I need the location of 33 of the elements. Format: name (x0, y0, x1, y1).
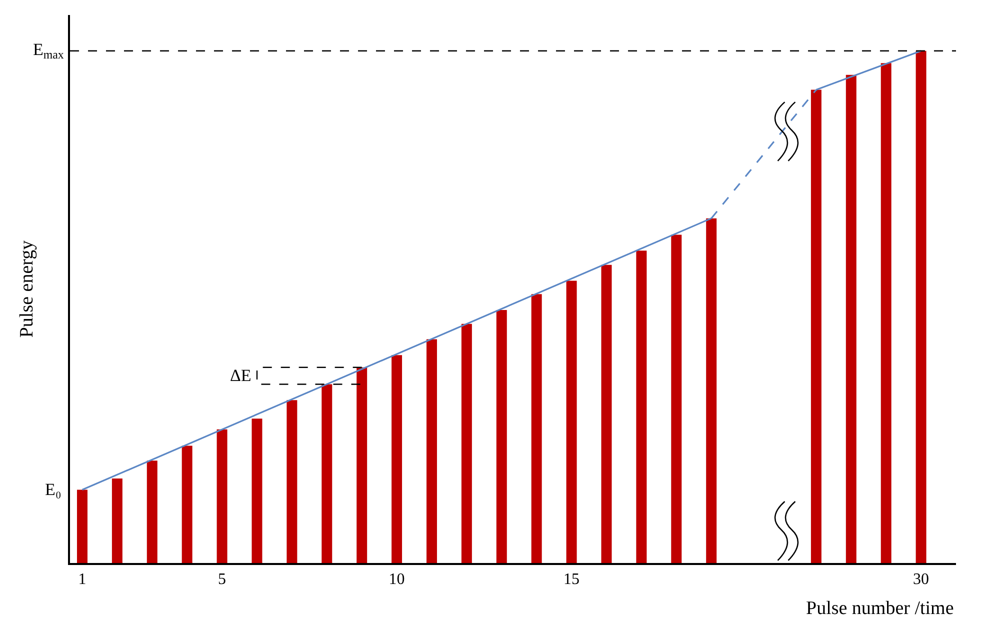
x-tick-label: 1 (78, 570, 86, 588)
bar (916, 50, 926, 563)
bar (636, 250, 647, 563)
bar (566, 280, 577, 563)
x-tick-label: 10 (388, 570, 405, 588)
bar (426, 339, 437, 563)
x-tick-label: 30 (913, 570, 930, 588)
y-axis-title: Pulse energy (16, 240, 38, 338)
bar (846, 74, 856, 563)
bar (496, 310, 507, 563)
bar (252, 418, 262, 563)
bar (671, 234, 682, 563)
bar (286, 400, 298, 563)
x-tick-label: 5 (218, 570, 226, 588)
annotation: E₀ (45, 480, 62, 499)
bar (216, 429, 228, 563)
bar (392, 355, 402, 563)
bar (182, 446, 192, 563)
bar (112, 478, 122, 563)
bar (531, 294, 542, 563)
bar (356, 367, 368, 563)
annotation: ΔE (230, 366, 252, 385)
bar (146, 460, 158, 563)
x-tick-label: 15 (564, 570, 580, 588)
ref-line-label: E$_{max}$ (33, 40, 64, 62)
bar (76, 490, 88, 563)
x-axis-title: Pulse number /time (806, 598, 954, 619)
bar (461, 324, 472, 563)
bar (601, 264, 612, 563)
bar (322, 384, 332, 563)
bar (706, 218, 717, 563)
bar (810, 90, 822, 563)
bar (880, 63, 892, 563)
